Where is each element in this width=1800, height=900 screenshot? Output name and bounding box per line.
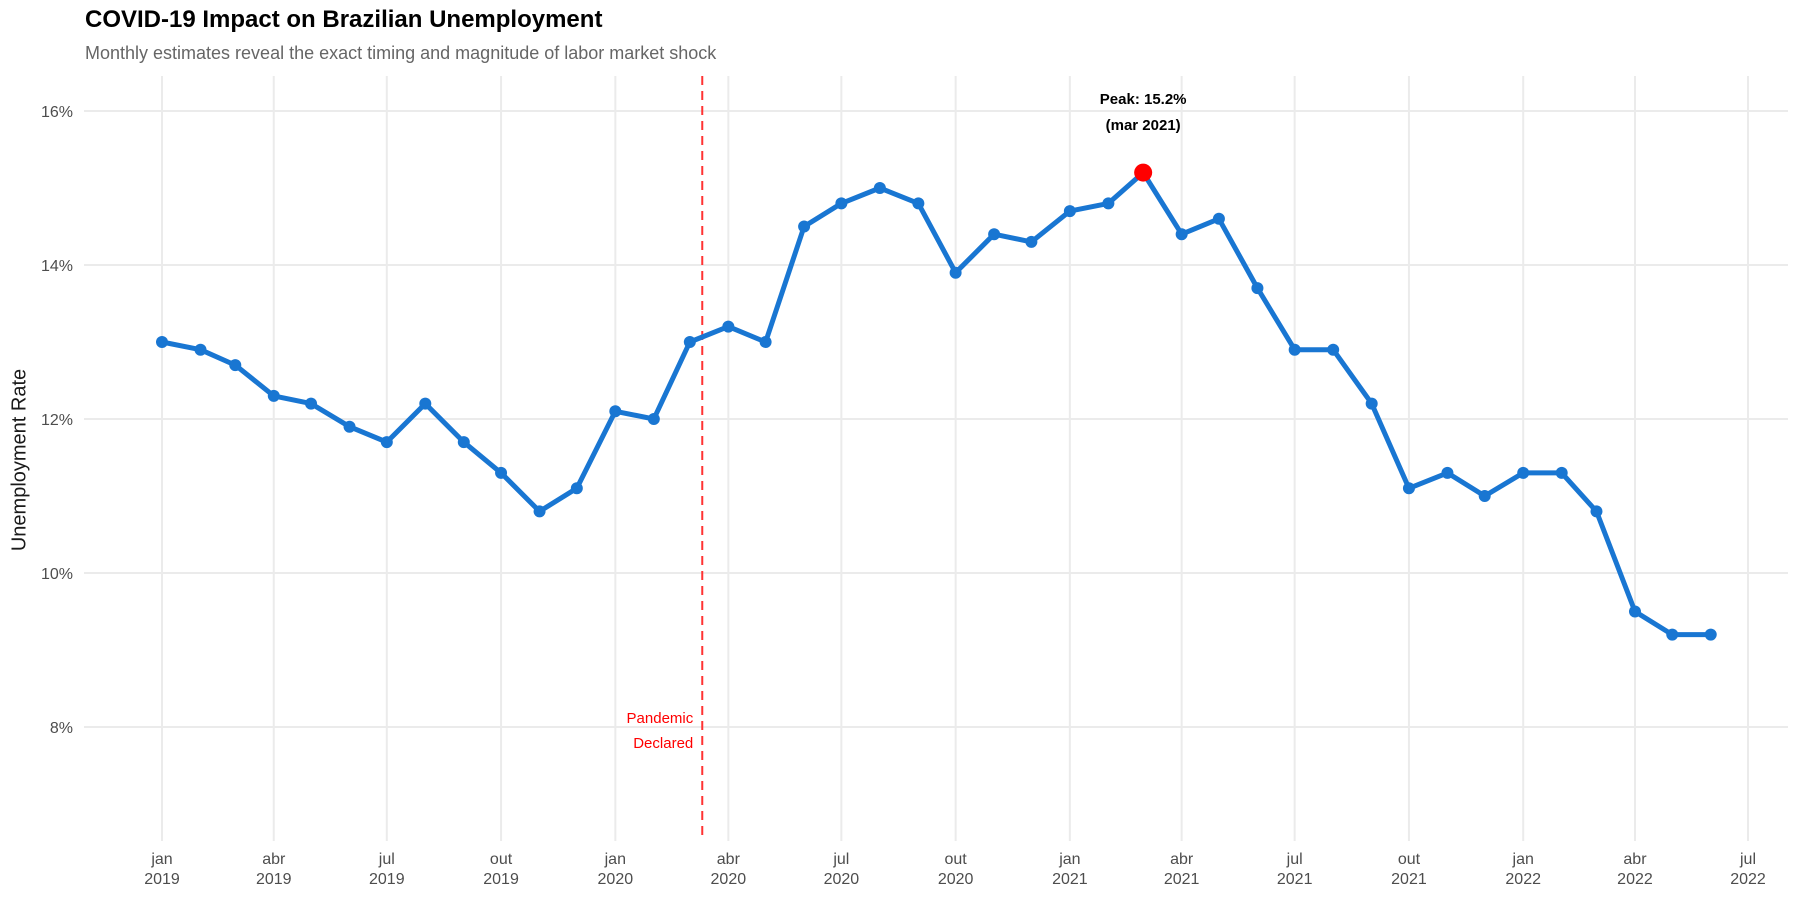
data-point [798, 220, 811, 233]
peak-label-line1: Peak: 15.2% [1100, 91, 1187, 108]
x-tick-month: jul [1286, 851, 1303, 868]
data-point [759, 336, 772, 348]
x-tick-month: jul [832, 851, 849, 868]
x-tick-month: out [944, 851, 967, 868]
pandemic-label-line2: Declared [633, 735, 693, 752]
data-point [1365, 397, 1378, 410]
y-tick-label: 16% [41, 104, 73, 121]
data-point [343, 420, 356, 433]
x-tick-month: out [490, 851, 513, 868]
data-point [156, 336, 168, 348]
y-axis-ticks: 8% 10% 12% 14% 16% [41, 104, 73, 737]
y-tick-label: 8% [50, 720, 73, 737]
x-tick-year: 2021 [1164, 871, 1200, 888]
x-tick-year: 2021 [1052, 871, 1088, 888]
x-tick-year: 2022 [1617, 871, 1653, 888]
data-point [988, 228, 1001, 241]
data-point [1628, 605, 1641, 618]
x-tick-month: jan [1512, 851, 1534, 868]
data-point [194, 343, 207, 356]
x-tick-year: 2019 [483, 871, 519, 888]
x-tick-year: 2019 [144, 871, 180, 888]
data-point [533, 505, 546, 518]
chart-title: COVID-19 Impact on Brazilian Unemploymen… [85, 6, 603, 33]
data-point [1327, 343, 1340, 356]
data-point [305, 397, 318, 410]
peak-marker [1134, 163, 1153, 182]
x-tick-year: 2019 [369, 871, 405, 888]
data-point [1063, 205, 1076, 218]
data-point [267, 389, 280, 402]
data-point [683, 336, 696, 348]
x-tick-month: jul [1739, 851, 1756, 868]
data-point [1102, 197, 1115, 210]
data-point [1175, 228, 1188, 241]
x-tick-month: out [1398, 851, 1421, 868]
data-point [570, 482, 583, 495]
chart-subtitle: Monthly estimates reveal the exact timin… [85, 43, 717, 63]
x-tick-month: abr [262, 851, 286, 868]
data-point [835, 197, 848, 210]
data-point [1555, 466, 1568, 479]
x-tick-year: 2022 [1730, 871, 1766, 888]
x-tick-year: 2021 [1277, 871, 1313, 888]
data-point [1590, 505, 1603, 518]
data-point [949, 266, 962, 279]
x-tick-month: abr [1623, 851, 1647, 868]
data-point [1441, 466, 1454, 479]
y-tick-label: 10% [41, 566, 73, 583]
data-point [419, 397, 432, 410]
data-point [722, 320, 735, 333]
unemployment-line [159, 170, 1714, 638]
x-tick-month: jan [150, 851, 172, 868]
data-point [873, 182, 886, 194]
data-point [1251, 282, 1264, 295]
x-tick-month: jan [1058, 851, 1080, 868]
x-tick-month: jan [604, 851, 626, 868]
data-point [1666, 628, 1679, 641]
y-tick-label: 14% [41, 258, 73, 275]
data-point [1288, 343, 1301, 356]
pandemic-label-line1: Pandemic [627, 710, 694, 727]
x-tick-month: jul [378, 851, 395, 868]
x-tick-year: 2021 [1391, 871, 1427, 888]
data-point [1478, 490, 1491, 502]
data-point [229, 359, 242, 372]
x-tick-year: 2020 [598, 871, 634, 888]
x-tick-month: abr [1170, 851, 1194, 868]
data-point [1704, 628, 1717, 641]
peak-annotation: Peak: 15.2% (mar 2021) [1100, 91, 1187, 134]
x-tick-year: 2019 [256, 871, 292, 888]
x-tick-year: 2020 [938, 871, 974, 888]
grid-horizontal [84, 110, 1788, 728]
data-point [457, 436, 470, 449]
x-tick-month: abr [717, 851, 741, 868]
data-point [380, 436, 393, 449]
grid-vertical [161, 76, 1749, 841]
data-point [647, 413, 660, 425]
y-tick-label: 12% [41, 412, 73, 429]
data-point [1402, 482, 1415, 495]
data-point [912, 197, 925, 210]
data-point [1212, 212, 1225, 225]
x-tick-year: 2022 [1505, 871, 1541, 888]
data-point [1517, 466, 1530, 479]
pandemic-label: Pandemic Declared [627, 710, 694, 752]
x-tick-year: 2020 [824, 871, 860, 888]
data-point [495, 466, 508, 479]
x-axis-ticks: jan 2019 abr 2019 jul 2019 out 2019 jan 2020 abr 20… [144, 851, 1766, 888]
data-point [609, 405, 622, 418]
data-point [1025, 235, 1038, 248]
peak-label-line2: (mar 2021) [1106, 117, 1181, 134]
x-tick-year: 2020 [711, 871, 747, 888]
data-points [156, 166, 1717, 641]
